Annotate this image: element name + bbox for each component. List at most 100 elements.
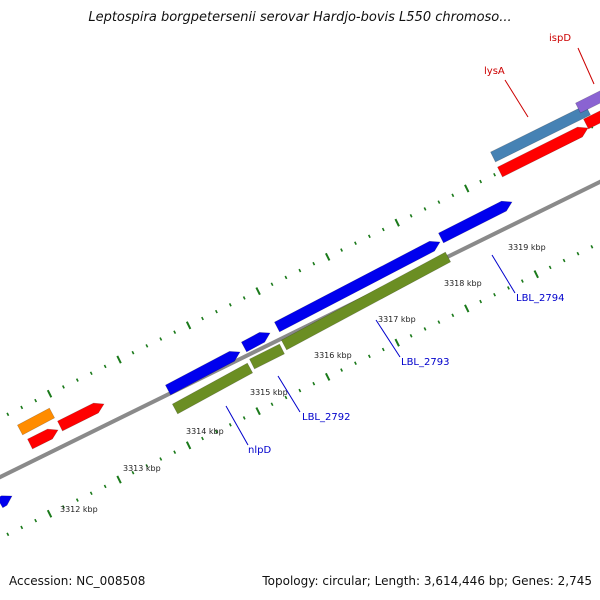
lower-tick — [507, 286, 510, 290]
upper-tick — [409, 214, 413, 218]
lower-tick — [340, 368, 344, 372]
upper-tick — [185, 321, 192, 330]
lower-tick — [423, 327, 427, 331]
upper-tick — [89, 371, 93, 376]
lower-tick — [533, 270, 539, 279]
lower-tick — [325, 372, 331, 381]
lower-tick — [576, 251, 580, 256]
upper-tick — [312, 261, 316, 266]
kbp-label: 3318 kbp — [444, 279, 482, 288]
gene-label-nlpD: nlpD — [248, 445, 271, 456]
lower-tick — [116, 475, 122, 484]
kbp-label: 3315 kbp — [250, 388, 288, 397]
upper-tick — [493, 172, 496, 177]
accession-text: Accession: NC_008508 — [9, 574, 146, 588]
lower-tick — [548, 265, 552, 270]
gene-leader-line — [225, 405, 249, 446]
cds-forward — [240, 332, 271, 353]
lower-tick — [62, 505, 65, 509]
gene-leader-line — [491, 254, 516, 294]
lower-tick — [381, 347, 385, 352]
lower-tick — [103, 484, 107, 489]
map-title: Leptospira borgpetersenii serovar Hardjo… — [88, 10, 512, 25]
lower-tick — [367, 354, 371, 359]
lower-tick — [409, 334, 413, 338]
upper-tick — [284, 275, 288, 280]
lower-tick — [284, 395, 288, 400]
upper-tick — [159, 337, 163, 341]
upper-tick — [116, 355, 122, 364]
cds-olive — [280, 251, 452, 351]
upper-tick — [451, 193, 455, 198]
lower-tick — [201, 436, 204, 441]
kbp-label: 3319 kbp — [508, 243, 546, 252]
cds-reverse — [497, 126, 589, 178]
upper-tick — [325, 252, 331, 261]
lower-tick — [493, 292, 496, 297]
lower-tick — [437, 320, 441, 324]
lower-tick — [520, 279, 524, 283]
lower-tick — [242, 416, 246, 420]
gene-leader-line — [277, 375, 301, 413]
lower-tick — [89, 491, 93, 496]
lower-tick — [479, 299, 483, 304]
gene-label-ispD: ispD — [549, 33, 571, 44]
cds-reverse — [57, 402, 105, 432]
upper-tick — [46, 389, 53, 398]
upper-tick — [20, 405, 24, 410]
kbp-label: 3313 kbp — [123, 464, 161, 473]
upper-tick — [255, 287, 261, 296]
gene-label-LBL_2793: LBL_2793 — [401, 357, 449, 368]
upper-tick — [242, 296, 246, 300]
lower-tick — [298, 388, 302, 393]
kbp-label: 3312 kbp — [60, 505, 98, 514]
upper-tick — [62, 385, 65, 389]
genome-summary: Topology: circular; Length: 3,614,446 bp… — [262, 574, 592, 588]
lower-tick — [34, 518, 38, 523]
upper-tick — [131, 350, 135, 355]
lower-tick — [20, 525, 24, 530]
lower-tick — [464, 304, 470, 313]
kbp-label: 3317 kbp — [378, 315, 416, 324]
cds-forward — [165, 351, 241, 396]
lower-tick — [131, 470, 135, 475]
upper-tick — [423, 207, 427, 211]
lower-tick — [6, 532, 10, 537]
lower-tick — [590, 245, 594, 249]
upper-tick — [367, 234, 371, 239]
gene-leader-line — [504, 79, 529, 118]
kbp-label: 3316 kbp — [314, 351, 352, 360]
upper-tick — [103, 364, 107, 369]
upper-tick — [228, 303, 232, 307]
lower-tick — [255, 407, 261, 416]
upper-tick — [6, 412, 10, 417]
upper-tick — [201, 316, 204, 321]
upper-tick — [464, 184, 470, 193]
backbone-line — [0, 179, 600, 480]
cds-forward — [438, 200, 513, 244]
cds-orange — [17, 407, 55, 436]
lower-tick — [46, 509, 53, 518]
gene-leader-line — [375, 319, 401, 358]
cds-purple — [575, 90, 600, 114]
lower-tick — [228, 423, 232, 427]
features — [0, 90, 600, 509]
lower-tick — [562, 258, 566, 263]
upper-tick — [173, 330, 177, 334]
upper-tick — [298, 268, 302, 273]
lower-tick — [173, 450, 177, 454]
cds-forward — [0, 495, 13, 509]
lower-tick — [185, 441, 192, 450]
upper-tick — [145, 344, 149, 348]
upper-tick — [75, 378, 79, 382]
lower-tick — [451, 313, 455, 318]
lower-tick — [75, 498, 79, 502]
gene-label-lysA: lysA — [484, 66, 505, 77]
upper-tick — [214, 309, 218, 314]
kbp-label: 3314 kbp — [186, 427, 224, 436]
upper-tick — [394, 218, 400, 227]
lower-tick — [214, 429, 218, 434]
labels: 3312 kbp 3313 kbp 3314 kbp 3315 kbp 3316 kbp… — [60, 33, 595, 514]
lower-tick — [159, 457, 163, 461]
lower-tick — [270, 402, 274, 407]
